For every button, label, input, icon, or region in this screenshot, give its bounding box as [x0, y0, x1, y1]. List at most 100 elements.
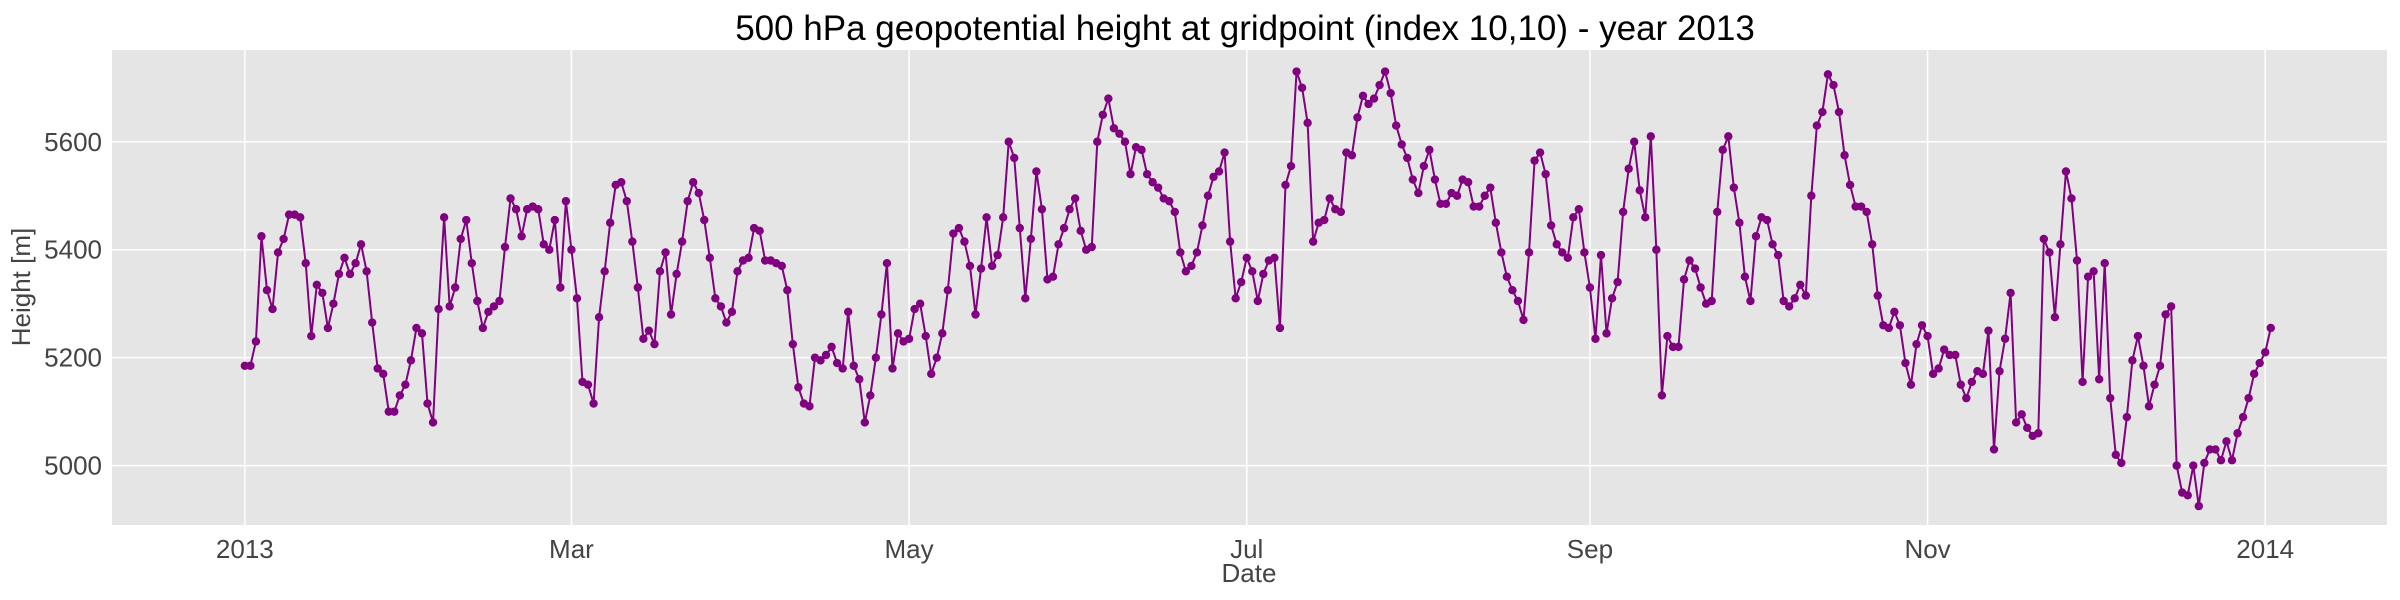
data-point — [1452, 191, 1462, 200]
data-point — [412, 323, 421, 333]
data-point — [1093, 137, 1102, 146]
data-point — [644, 326, 654, 335]
data-point — [1120, 137, 1130, 146]
data-point — [1353, 113, 1362, 122]
data-point — [871, 353, 881, 362]
data-point — [700, 215, 709, 225]
data-point — [1441, 199, 1451, 209]
data-point — [1895, 321, 1905, 330]
data-point — [2039, 234, 2049, 244]
data-point — [356, 240, 366, 249]
data-point — [251, 337, 261, 346]
data-point — [2083, 272, 2093, 281]
data-point — [1630, 137, 1639, 146]
x-axis-label: Date — [1222, 558, 1277, 588]
data-point — [860, 418, 869, 427]
y-tick-label: 5200 — [44, 343, 102, 373]
data-point — [567, 245, 576, 254]
data-point — [2216, 456, 2226, 465]
data-point — [633, 283, 643, 292]
data-point — [1890, 307, 1899, 316]
data-point — [506, 194, 515, 203]
data-point — [893, 329, 903, 338]
data-point — [1059, 223, 1069, 233]
data-point — [1248, 267, 1257, 276]
data-point — [628, 237, 637, 246]
x-tick-label: Mar — [549, 534, 594, 564]
data-point — [1126, 169, 1135, 179]
data-point — [971, 310, 980, 319]
data-point — [904, 334, 914, 343]
data-point — [1303, 118, 1312, 128]
data-point — [1137, 145, 1146, 155]
data-point — [1397, 140, 1406, 149]
data-point — [545, 245, 554, 254]
data-point — [1546, 221, 1556, 230]
data-point — [2139, 361, 2148, 370]
data-point — [1928, 369, 1938, 379]
data-point — [705, 253, 715, 263]
data-point — [921, 331, 930, 341]
data-point — [2266, 323, 2275, 333]
data-point — [1187, 261, 1196, 271]
data-point — [423, 399, 432, 408]
data-point — [1862, 207, 1871, 217]
data-point — [489, 302, 499, 311]
data-point — [1004, 137, 1013, 146]
data-point — [1740, 272, 1750, 281]
data-point — [855, 375, 864, 384]
data-point — [362, 267, 371, 276]
data-point — [1087, 242, 1096, 252]
data-point — [1596, 250, 1606, 260]
data-point — [1801, 291, 1811, 300]
data-point — [733, 267, 742, 276]
data-point — [2194, 501, 2203, 511]
data-point — [711, 294, 720, 303]
data-point — [1098, 110, 1108, 119]
data-point — [1884, 323, 1894, 333]
data-point — [1286, 161, 1296, 171]
data-point — [2094, 375, 2104, 384]
data-point — [1746, 296, 1755, 306]
data-point — [1535, 148, 1545, 157]
data-point — [1834, 107, 1844, 117]
x-tick-label: Sep — [1567, 534, 1613, 564]
data-point — [1419, 161, 1429, 171]
data-point — [1153, 183, 1163, 192]
data-point — [1209, 172, 1218, 182]
data-point — [312, 280, 322, 289]
data-point — [816, 356, 825, 365]
data-point — [2011, 418, 2021, 427]
data-point — [2244, 393, 2253, 403]
data-point — [1873, 291, 1882, 300]
data-point — [843, 307, 853, 316]
data-point — [257, 232, 266, 241]
data-point — [1270, 253, 1279, 263]
data-point — [1939, 345, 1949, 354]
data-point — [1358, 91, 1368, 101]
data-point — [1403, 153, 1412, 163]
data-point — [2034, 429, 2043, 438]
data-point — [417, 329, 427, 338]
data-point — [1497, 248, 1506, 257]
data-point — [1823, 70, 1833, 79]
data-point — [1989, 445, 1999, 454]
data-point — [2166, 302, 2176, 311]
data-point — [1054, 240, 1063, 249]
data-point — [1519, 315, 1528, 325]
data-point — [1109, 124, 1119, 133]
data-point — [500, 242, 510, 252]
data-point — [2117, 458, 2126, 468]
data-point — [246, 361, 255, 370]
data-point — [938, 329, 947, 338]
data-point — [716, 302, 726, 311]
data-point — [689, 178, 698, 187]
data-point — [334, 269, 344, 279]
data-point — [1391, 121, 1401, 130]
data-point — [1364, 99, 1373, 109]
data-point — [268, 304, 277, 314]
data-point — [1425, 145, 1434, 155]
data-point — [373, 364, 382, 373]
data-point — [882, 259, 892, 268]
